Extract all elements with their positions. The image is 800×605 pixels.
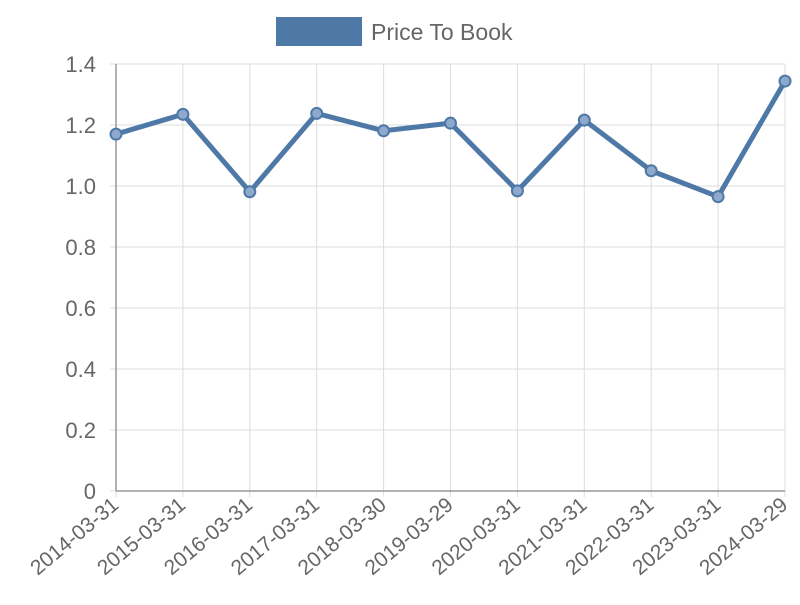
y-tick-label: 0.6	[65, 296, 96, 321]
legend[interactable]: Price To Book	[276, 17, 513, 46]
data-point	[377, 124, 391, 138]
y-tick-label: 0.4	[65, 357, 96, 382]
data-point	[644, 164, 658, 178]
legend-swatch	[276, 17, 362, 46]
legend-label: Price To Book	[371, 19, 513, 45]
y-tick-label: 0.8	[65, 235, 96, 260]
y-tick-label: 1.2	[65, 113, 96, 138]
y-tick-label: 0.2	[65, 418, 96, 443]
y-tick-label: 1.4	[65, 52, 96, 77]
data-point	[577, 113, 591, 127]
y-tick-label: 0	[84, 479, 96, 504]
axes: 00.20.40.60.81.01.21.42014-03-312015-03-…	[26, 52, 792, 580]
data-point	[444, 116, 457, 130]
grid	[110, 63, 786, 497]
data-point	[310, 106, 324, 120]
data-point	[510, 184, 524, 198]
series-price-to-book	[109, 74, 792, 204]
data-point	[176, 107, 190, 121]
data-point	[711, 190, 725, 204]
y-tick-label: 1.0	[65, 174, 96, 199]
data-point	[109, 127, 123, 141]
data-point	[778, 74, 792, 88]
data-point	[243, 185, 257, 199]
